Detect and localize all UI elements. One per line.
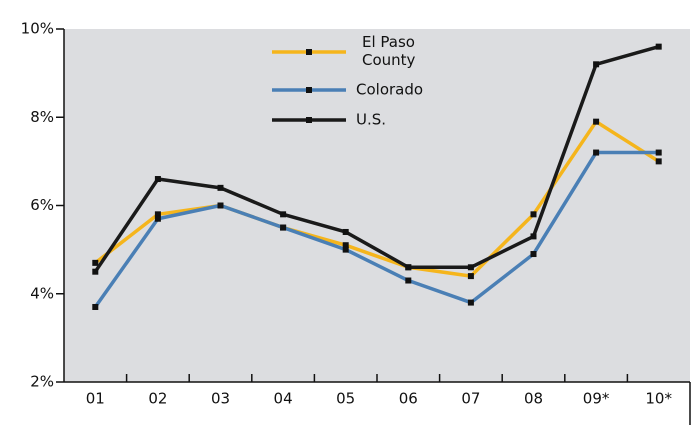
point-marker xyxy=(405,264,412,271)
point-marker xyxy=(342,228,349,235)
point-marker xyxy=(154,211,161,218)
x-tick-label: 03 xyxy=(211,390,230,408)
legend-marker xyxy=(306,117,312,123)
point-marker xyxy=(593,149,600,156)
point-marker xyxy=(342,242,349,249)
x-tick-label: 05 xyxy=(336,390,355,408)
y-tick-label: 10% xyxy=(21,20,54,38)
point-marker xyxy=(530,233,537,240)
series-line xyxy=(93,44,660,273)
point-marker xyxy=(530,211,537,218)
point-marker xyxy=(655,158,662,165)
y-tick-label: 4% xyxy=(30,284,54,302)
x-tick-label: 04 xyxy=(274,390,293,408)
point-marker xyxy=(92,259,99,266)
point-marker xyxy=(342,246,349,253)
point-marker xyxy=(655,149,662,156)
point-marker xyxy=(217,184,224,191)
x-tick-label: 08 xyxy=(524,390,543,408)
series-line xyxy=(94,119,660,278)
point-marker xyxy=(280,211,287,218)
plot-area xyxy=(64,29,690,382)
point-marker xyxy=(92,303,99,310)
point-marker xyxy=(405,277,412,284)
point-marker xyxy=(154,215,161,222)
series-line xyxy=(93,150,659,308)
point-marker xyxy=(154,176,161,183)
x-tick-label: 09* xyxy=(583,390,610,408)
point-marker xyxy=(467,264,474,271)
x-tick-label: 02 xyxy=(148,390,167,408)
x-tick-label: 10* xyxy=(645,390,672,408)
y-tick-label: 6% xyxy=(30,196,54,214)
y-tick-label: 8% xyxy=(30,108,54,126)
x-tick-label: 06 xyxy=(399,390,418,408)
legend-marker xyxy=(306,87,312,93)
point-marker xyxy=(593,118,600,125)
x-tick-label: 07 xyxy=(461,390,480,408)
point-marker xyxy=(467,299,474,306)
y-tick-label: 2% xyxy=(30,373,54,391)
legend-label: U.S. xyxy=(356,111,386,129)
x-tick-label: 01 xyxy=(86,390,105,408)
legend-label: Colorado xyxy=(356,81,423,99)
legend-label: El Paso County xyxy=(362,33,416,69)
point-marker xyxy=(593,61,600,68)
legend-marker xyxy=(306,49,312,55)
point-marker xyxy=(467,273,474,280)
point-marker xyxy=(92,268,99,275)
point-marker xyxy=(655,43,662,50)
point-marker xyxy=(217,202,224,209)
point-marker xyxy=(280,224,287,231)
point-marker xyxy=(530,251,537,258)
